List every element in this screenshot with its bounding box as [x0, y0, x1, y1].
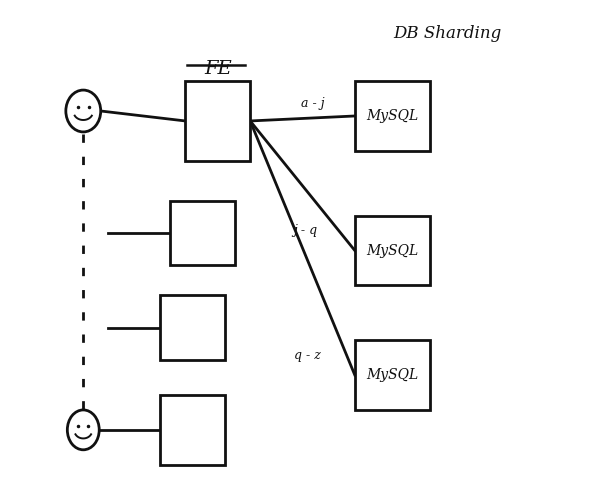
Text: MySQL: MySQL [366, 368, 418, 382]
Bar [185, 81, 250, 161]
Bar [355, 340, 430, 410]
Text: DB Sharding: DB Sharding [393, 25, 501, 42]
Text: j - q: j - q [293, 224, 317, 237]
Bar [160, 296, 225, 360]
Text: MySQL: MySQL [366, 243, 418, 258]
Bar [355, 81, 430, 151]
Ellipse shape [66, 90, 101, 132]
Bar [355, 215, 430, 286]
Text: MySQL: MySQL [366, 109, 418, 123]
Text: FE: FE [204, 60, 232, 78]
Bar [170, 201, 235, 266]
Text: a - j: a - j [301, 97, 324, 110]
Bar [160, 395, 225, 465]
Text: q - z: q - z [294, 349, 321, 362]
Ellipse shape [67, 410, 99, 450]
